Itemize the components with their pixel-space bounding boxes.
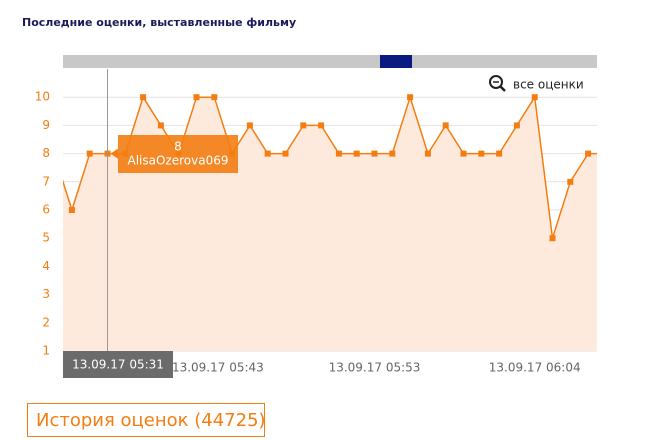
marker: [407, 94, 414, 101]
history-button-label[interactable]: История оценок (44725): [36, 410, 266, 431]
marker: [300, 122, 307, 129]
marker: [389, 150, 396, 157]
marker: [282, 150, 289, 157]
scroll-thumb[interactable]: [380, 55, 412, 68]
scrollbar[interactable]: [63, 55, 597, 68]
marker: [318, 122, 325, 129]
x-tick-label: 13.09.17 06:04: [489, 361, 581, 375]
y-tick-label: 5: [42, 231, 50, 245]
y-tick-label: 7: [42, 174, 50, 188]
marker: [51, 151, 57, 157]
marker: [68, 207, 75, 213]
marker: [585, 150, 592, 157]
zoom-icon-handle: [499, 85, 506, 92]
marker: [603, 151, 609, 157]
tooltip-pointer: [110, 148, 118, 159]
title: Последние оценки, выставленные фильму: [22, 16, 296, 29]
line: [63, 94, 597, 239]
zoom-reset[interactable]: все оценки: [489, 75, 584, 92]
zoom-label[interactable]: все оценки: [513, 78, 584, 92]
y-tick-label: 9: [42, 118, 50, 132]
marker: [264, 150, 271, 157]
marker: [496, 150, 503, 157]
y-tick-label: 8: [42, 146, 50, 160]
marker: [460, 150, 467, 157]
history-button[interactable]: [27, 403, 265, 437]
x-tick-label: 13.09.17 05:53: [329, 361, 421, 375]
marker: [567, 178, 574, 185]
marker: [211, 94, 218, 101]
y-tick-label: 3: [42, 287, 50, 301]
marker: [86, 150, 93, 157]
y-tick-label: 10: [35, 90, 50, 104]
marker: [140, 94, 147, 101]
tooltip-box: [118, 135, 238, 173]
marker: [549, 235, 556, 242]
marker: [157, 122, 164, 129]
y-tick-label: 1: [42, 344, 50, 358]
marker: [513, 122, 520, 129]
tooltip-user: AlisaOzerova069: [128, 154, 229, 168]
y-tick-label: 4: [42, 259, 50, 273]
marker: [531, 94, 538, 101]
marker: [246, 122, 253, 129]
plot: [51, 94, 609, 352]
y-tick-label: 2: [42, 315, 50, 329]
marker: [442, 122, 449, 129]
y-tick-label: 6: [42, 203, 50, 217]
marker: [478, 150, 485, 157]
time-label-box: [63, 351, 173, 378]
marker: [371, 150, 378, 157]
marker: [424, 150, 431, 157]
series: [51, 94, 609, 351]
marker: [335, 150, 342, 157]
marker: [193, 94, 200, 101]
tooltip-value: 8: [174, 140, 182, 154]
x-tick-label: 13.09.17 05:43: [172, 361, 264, 375]
marker: [353, 150, 360, 157]
time-label: 13.09.17 05:31: [72, 358, 164, 372]
zoom-icon: [489, 75, 503, 89]
